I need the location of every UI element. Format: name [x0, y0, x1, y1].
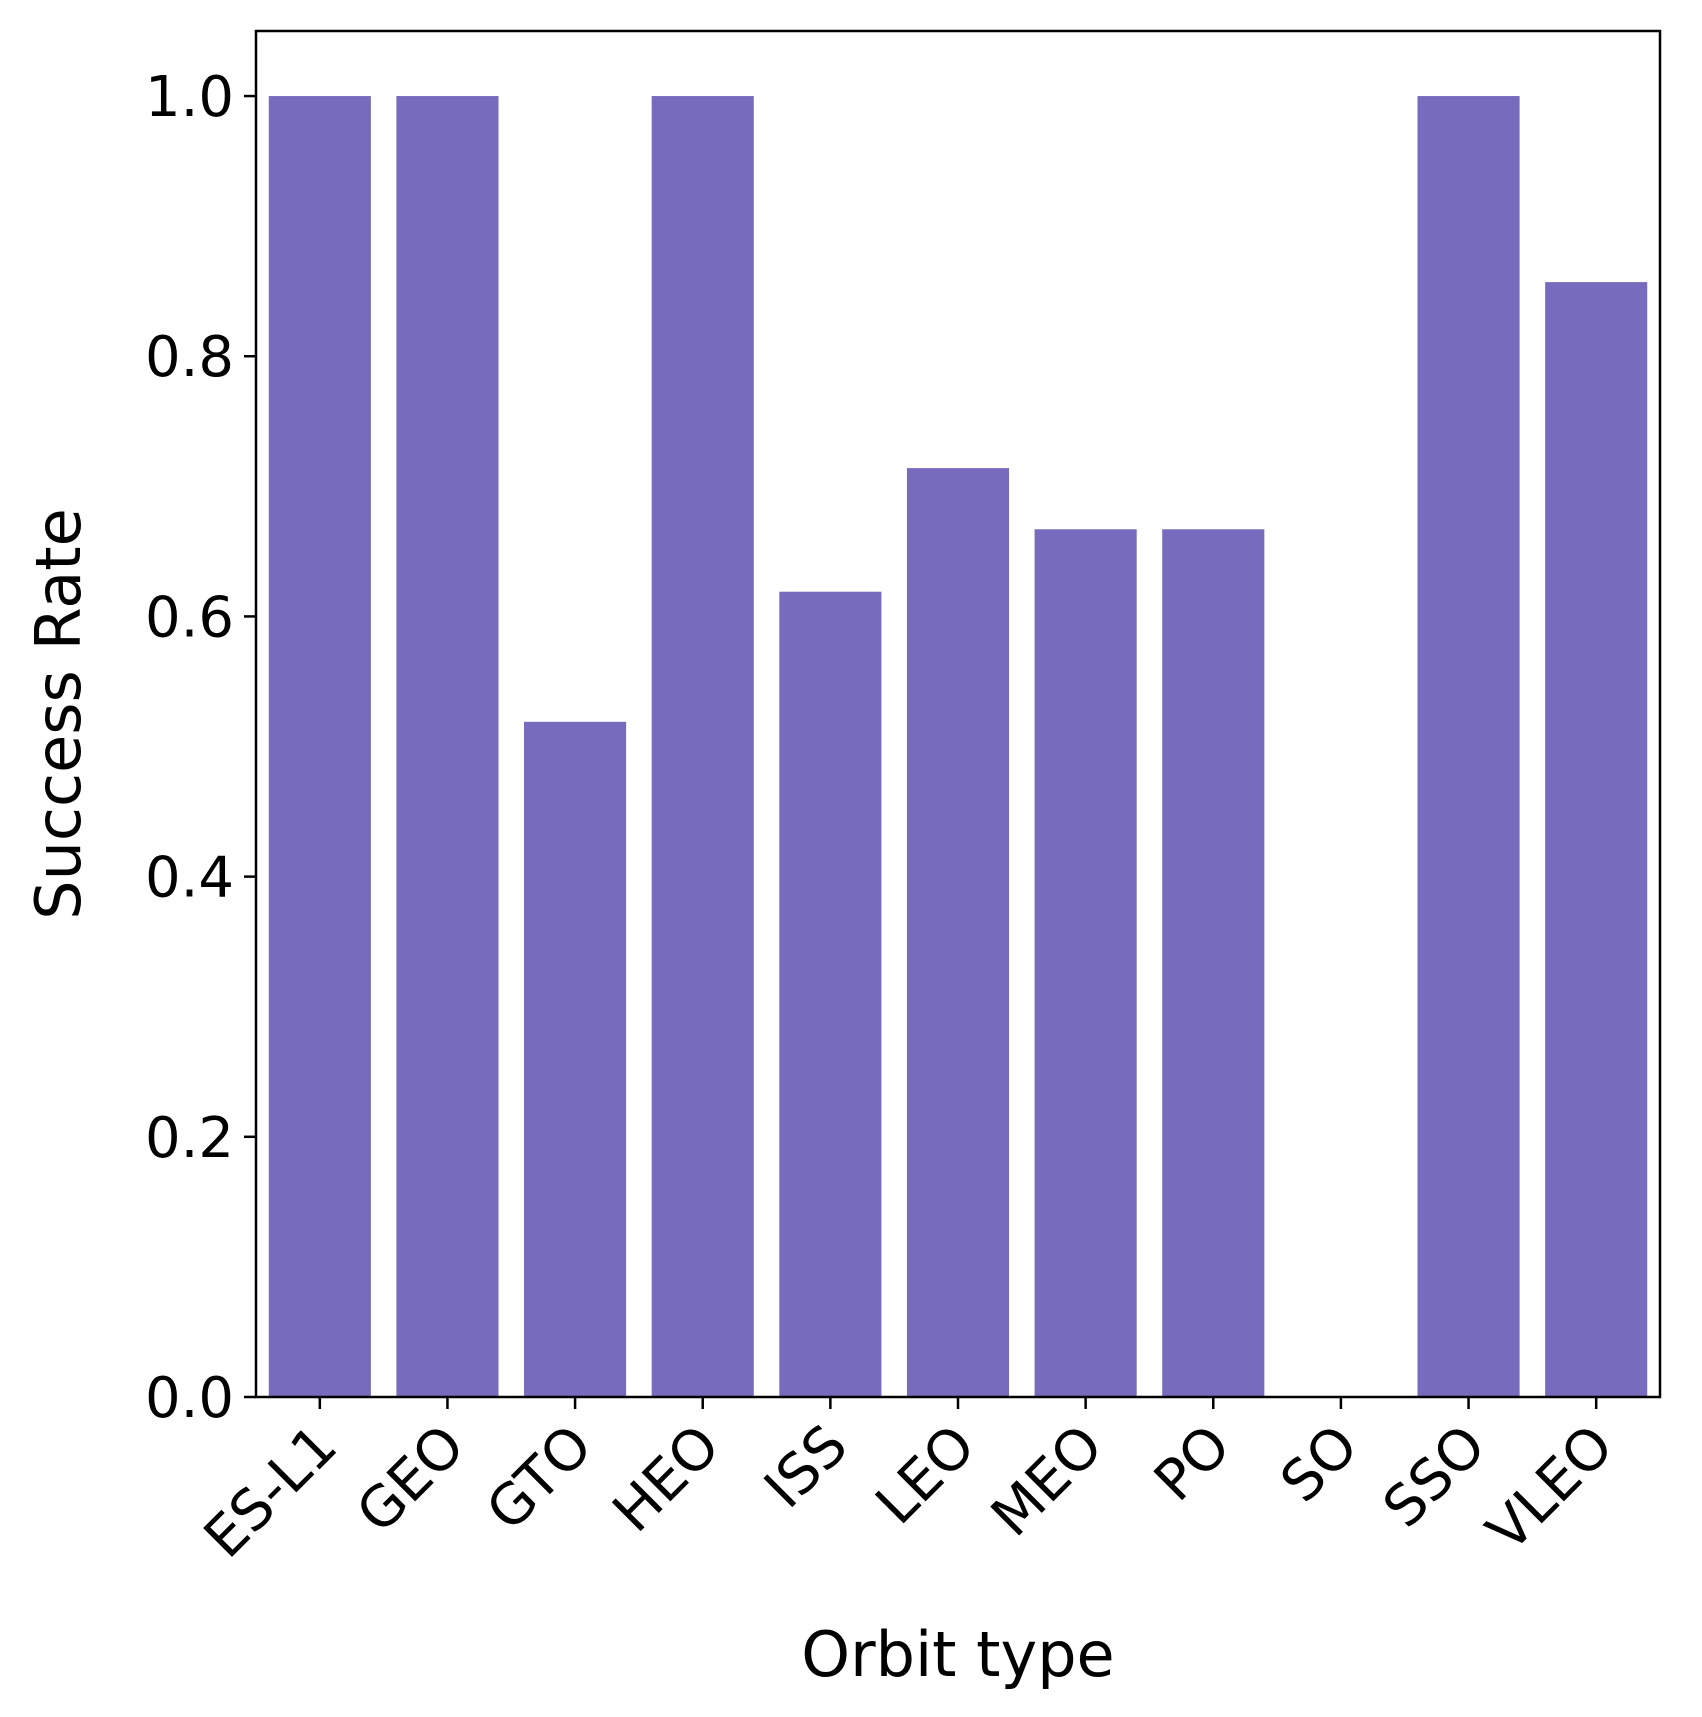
x-tick-label: SO	[1269, 1413, 1371, 1515]
y-tick-label: 0.0	[145, 1366, 234, 1431]
y-axis-label: Success Rate	[22, 508, 95, 919]
bar-vleo	[1545, 282, 1648, 1398]
bar-es-l1	[268, 96, 371, 1398]
y-tick-label: 0.2	[145, 1106, 234, 1171]
bar-meo	[1034, 529, 1137, 1397]
bar-geo	[396, 96, 499, 1398]
x-tick-label: MEO	[979, 1413, 1115, 1549]
x-tick-label: LEO	[864, 1413, 988, 1537]
bar-heo	[651, 96, 754, 1398]
bar-sso	[1417, 96, 1520, 1398]
y-tick-label: 0.8	[145, 325, 234, 390]
bars-group	[268, 96, 1648, 1398]
x-axis-label: Orbit type	[801, 1618, 1114, 1691]
x-tick-label: GTO	[474, 1413, 605, 1544]
x-tick-label: HEO	[601, 1413, 733, 1545]
x-tick-label: VLEO	[1475, 1413, 1626, 1564]
x-tick-label: GEO	[345, 1413, 478, 1546]
x-tick-label: ISS	[752, 1413, 860, 1521]
bar-leo	[906, 468, 1010, 1397]
x-tick-label: PO	[1142, 1413, 1243, 1514]
y-axis: 0.0 0.2 0.4 0.6 0.8 1.0	[145, 65, 256, 1431]
y-tick-label: 0.6	[145, 585, 234, 650]
plot-frame	[254, 29, 1662, 1399]
y-tick-label: 1.0	[145, 65, 234, 130]
bar-iss	[779, 591, 882, 1397]
x-tick-label: ES-L1	[192, 1413, 350, 1571]
bar-po	[1162, 529, 1265, 1397]
bar-gto	[524, 721, 627, 1397]
y-tick-label: 0.4	[145, 846, 234, 911]
